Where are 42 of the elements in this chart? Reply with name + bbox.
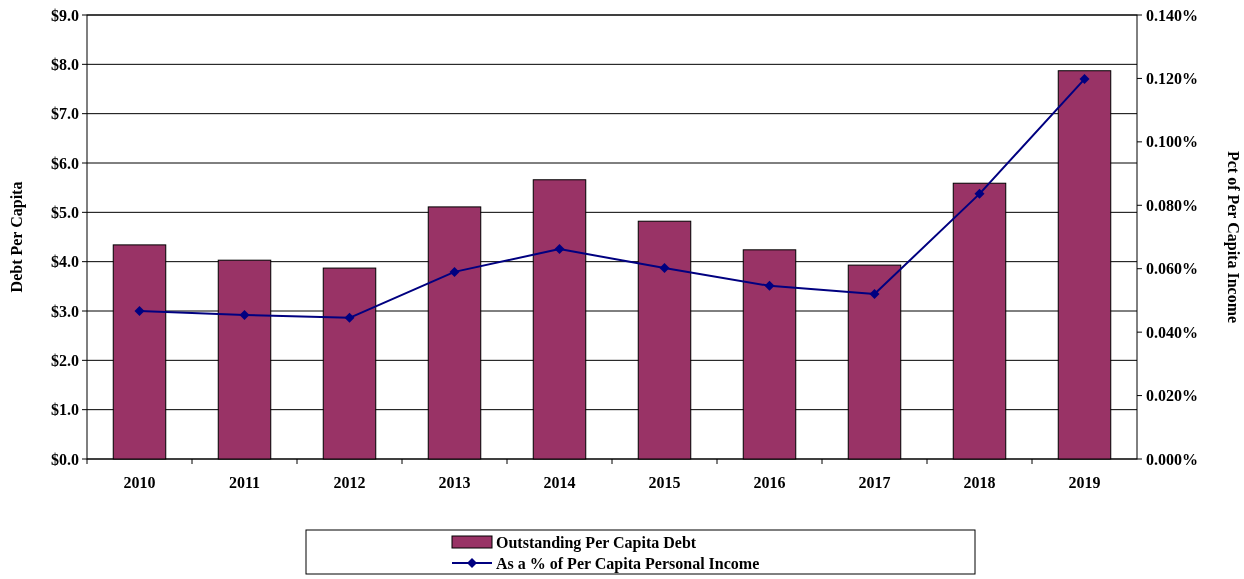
x-tick-label: 2019 <box>1068 474 1101 491</box>
y-tick-label: $1.0 <box>51 401 79 419</box>
x-tick-label: 2016 <box>753 474 786 491</box>
point <box>869 289 880 300</box>
point <box>764 280 775 291</box>
y2-tick-label: 0.040% <box>1146 323 1198 341</box>
y-tick-label: $3.0 <box>51 302 79 320</box>
x-tick-label: 2014 <box>543 474 576 491</box>
y2-tick-label: 0.140% <box>1146 6 1198 24</box>
point <box>344 312 355 323</box>
y-axis-title: Debt Per Capita <box>8 181 26 293</box>
y2-tick-label: 0.100% <box>1146 133 1198 151</box>
x-tick-label: 2010 <box>123 474 156 491</box>
y2-axis-title: Pct of Per Capita Income <box>1224 150 1242 324</box>
x-tick-label: 2012 <box>333 474 366 491</box>
y2-tick-label: 0.060% <box>1146 260 1198 278</box>
x-tick-label: 2017 <box>858 474 891 491</box>
y-tick-label: $4.0 <box>51 253 79 271</box>
y-tick-label: $8.0 <box>51 55 79 73</box>
point <box>239 310 250 321</box>
y-tick-label: $5.0 <box>51 203 79 221</box>
x-tick-label: 2015 <box>648 474 681 491</box>
point <box>449 266 460 277</box>
point <box>659 263 670 274</box>
y2-tick-label: 0.120% <box>1146 70 1198 88</box>
y2-tick-label: 0.080% <box>1146 196 1198 214</box>
y-tick-label: $2.0 <box>51 351 79 369</box>
y-tick-label: $7.0 <box>51 105 79 123</box>
y-tick-label: $0.0 <box>51 450 79 468</box>
y2-tick-label: 0.000% <box>1146 450 1198 468</box>
legend-label: As a % of Per Capita Personal Income <box>496 554 760 573</box>
y-tick-label: $6.0 <box>51 154 79 172</box>
y2-tick-label: 0.020% <box>1146 387 1198 405</box>
legend-label: Outstanding Per Capita Debt <box>496 533 697 552</box>
point <box>554 244 565 255</box>
point <box>974 188 985 199</box>
y-tick-label: $9.0 <box>51 6 79 24</box>
x-tick-label: 2018 <box>963 474 996 491</box>
x-tick-label: 2013 <box>438 474 471 491</box>
x-tick-label: 2011 <box>228 474 261 491</box>
point <box>1079 74 1090 85</box>
point <box>134 305 145 316</box>
